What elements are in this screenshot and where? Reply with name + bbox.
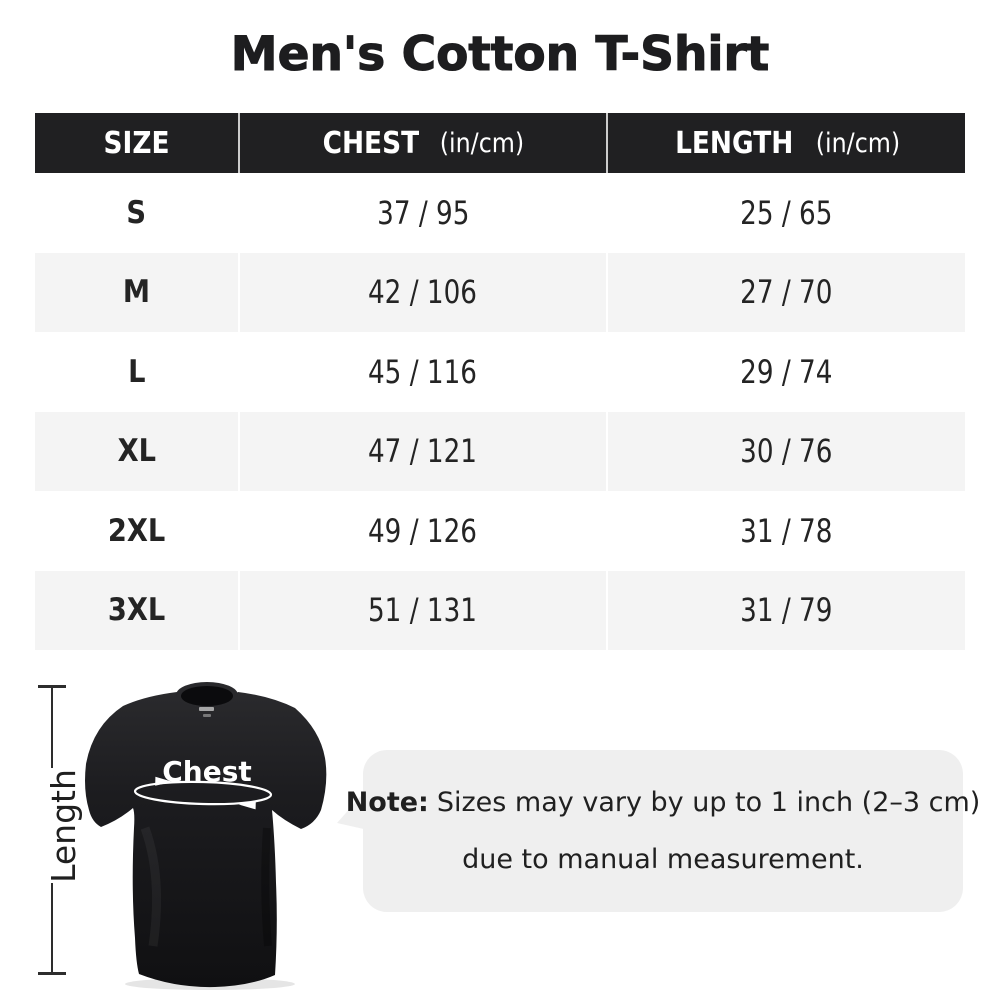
length-cell: 25 / 65 <box>605 173 965 253</box>
length-cell: 27 / 70 <box>605 252 965 332</box>
header-chest-unit: (in/cm) <box>439 127 525 159</box>
wrinkle-shadow <box>261 827 272 947</box>
header-length: LENGTH (in/cm) <box>605 113 965 173</box>
page-title: Men's Cotton T-Shirt <box>230 26 770 82</box>
measure-line-icon <box>51 688 53 768</box>
size-cell: M <box>122 274 151 311</box>
wrinkle-highlight <box>140 826 162 947</box>
note-bubble: Note: Sizes may vary by up to 1 inch (2–3… <box>346 750 980 912</box>
size-table: SIZE CHEST (in/cm) LENGTH (in/cm) S 37 /… <box>35 113 965 650</box>
note-line-2: due to manual measurement. <box>462 844 864 875</box>
size-cell: 3XL <box>107 592 166 629</box>
chest-measure-ellipse-icon <box>133 776 273 810</box>
collar-label-line <box>203 714 211 717</box>
size-cell: L <box>127 353 146 390</box>
tshirt-illustration: Chest <box>85 682 327 990</box>
header-length-label: LENGTH <box>674 125 793 161</box>
chest-cell: 49 / 126 <box>238 491 605 571</box>
collar-label <box>199 707 214 711</box>
tshirt-body <box>85 692 327 988</box>
table-row: XL 47 / 121 30 / 76 <box>35 411 965 491</box>
length-measure-indicator: Length <box>38 685 83 975</box>
note-text-1: Sizes may vary by up to 1 inch (2–3 cm) <box>436 787 981 818</box>
note-prefix: Note: <box>345 787 429 818</box>
header-chest-label: CHEST <box>322 125 419 161</box>
chest-cell: 47 / 121 <box>238 411 605 491</box>
chest-cell: 42 / 106 <box>238 252 605 332</box>
size-cell: S <box>126 194 147 231</box>
header-chest: CHEST (in/cm) <box>238 113 605 173</box>
table-row: 2XL 49 / 126 31 / 78 <box>35 491 965 571</box>
header-size: SIZE <box>35 113 238 173</box>
table-header-row: SIZE CHEST (in/cm) LENGTH (in/cm) <box>35 113 965 173</box>
arrow-right-icon <box>155 776 173 786</box>
header-size-label: SIZE <box>103 125 170 161</box>
measure-cap-bottom-icon <box>38 972 66 975</box>
length-cell: 29 / 74 <box>605 332 965 412</box>
size-cell: XL <box>117 433 156 470</box>
collar-inner <box>181 686 233 706</box>
table-row: M 42 / 106 27 / 70 <box>35 252 965 332</box>
length-cell: 31 / 78 <box>605 491 965 571</box>
length-cell: 30 / 76 <box>605 411 965 491</box>
table-row: S 37 / 95 25 / 65 <box>35 173 965 253</box>
chest-cell: 37 / 95 <box>238 173 605 253</box>
size-cell: 2XL <box>107 512 166 549</box>
header-length-unit: (in/cm) <box>815 127 901 159</box>
chest-cell: 51 / 131 <box>238 570 605 650</box>
note-line-1: Note: Sizes may vary by up to 1 inch (2–3… <box>346 787 981 818</box>
arrow-left-icon <box>238 800 256 810</box>
chest-cell: 45 / 116 <box>238 332 605 412</box>
measure-line-icon <box>51 883 53 972</box>
table-row: L 45 / 116 29 / 74 <box>35 332 965 412</box>
table-row: 3XL 51 / 131 31 / 79 <box>35 570 965 650</box>
measure-cap-top-icon <box>38 685 66 688</box>
length-cell: 31 / 79 <box>605 570 965 650</box>
